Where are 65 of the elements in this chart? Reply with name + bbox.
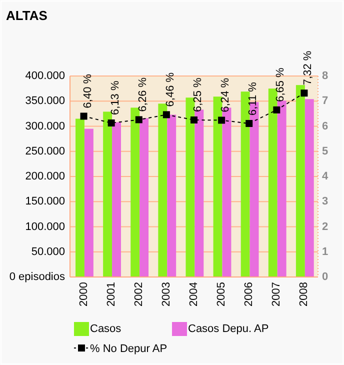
y2-tick-label: 2 bbox=[322, 220, 328, 233]
bar bbox=[268, 88, 278, 277]
data-label: 6,46 % bbox=[164, 72, 176, 107]
data-label: 6,65 % bbox=[274, 67, 287, 102]
point bbox=[135, 116, 142, 124]
y-tick-label: 150.000 bbox=[25, 196, 65, 208]
bar bbox=[76, 118, 84, 277]
bar bbox=[130, 108, 140, 277]
point bbox=[300, 90, 308, 97]
legend-label: Casos Depu. AP bbox=[188, 323, 269, 335]
y-tick-label: 50.000 bbox=[31, 246, 65, 258]
bar bbox=[277, 100, 286, 277]
point bbox=[273, 106, 280, 114]
x-tick-label: 2008 bbox=[298, 282, 310, 306]
data-label: 6,40 % bbox=[82, 74, 94, 108]
data-label: 6,11 % bbox=[247, 82, 260, 116]
bar bbox=[112, 122, 121, 277]
bar bbox=[194, 110, 204, 277]
x-tick-label: 2001 bbox=[105, 282, 118, 306]
y-tick-label: 400.000 bbox=[25, 70, 65, 82]
point bbox=[246, 120, 253, 127]
bar bbox=[186, 98, 195, 277]
y2-tick-label: 7 bbox=[322, 95, 328, 108]
bar bbox=[213, 96, 222, 277]
x-tick-label: 2000 bbox=[78, 282, 90, 306]
y2-tick-label: 8 bbox=[322, 70, 328, 82]
x-tick-label: 2006 bbox=[243, 282, 256, 306]
bar bbox=[167, 114, 176, 277]
bar bbox=[158, 104, 168, 277]
legend-label: Casos bbox=[90, 323, 122, 335]
bar bbox=[304, 99, 314, 277]
y2-tick-label: 0 bbox=[322, 271, 328, 283]
data-label: 7,32 % bbox=[302, 50, 314, 86]
point bbox=[108, 119, 115, 126]
point bbox=[218, 116, 226, 124]
bar bbox=[296, 85, 305, 277]
data-label: 6,13 % bbox=[109, 80, 122, 115]
bar bbox=[140, 118, 149, 277]
data-label: 6,25 % bbox=[192, 78, 204, 112]
point bbox=[80, 112, 88, 120]
data-label: 6,24 % bbox=[220, 78, 232, 112]
y-tick-label: 0 episodios bbox=[9, 271, 66, 283]
x-tick-label: 2007 bbox=[270, 282, 283, 306]
y-tick-label: 100.000 bbox=[25, 220, 65, 233]
chart-title: ALTAS bbox=[6, 8, 48, 23]
bar bbox=[103, 112, 112, 277]
x-tick-label: 2003 bbox=[160, 282, 172, 306]
bar bbox=[240, 92, 250, 277]
y2-tick-label: 1 bbox=[322, 246, 328, 258]
y-tick-label: 300.000 bbox=[25, 120, 65, 132]
y-tick-label: 350.000 bbox=[25, 95, 65, 108]
bar bbox=[84, 128, 94, 277]
y2-tick-label: 4 bbox=[322, 170, 329, 182]
x-tick-label: 2002 bbox=[132, 282, 145, 306]
x-tick-label: 2004 bbox=[188, 282, 200, 306]
y2-tick-label: 3 bbox=[322, 196, 328, 208]
legend-label: % No Depur AP bbox=[90, 343, 168, 355]
x-tick-label: 2005 bbox=[216, 282, 228, 306]
point bbox=[190, 116, 198, 124]
y-tick-label: 200.000 bbox=[25, 170, 65, 182]
point bbox=[162, 111, 170, 118]
y2-tick-label: 5 bbox=[322, 145, 328, 158]
data-label: 6,26 % bbox=[136, 77, 149, 112]
y-tick-label: 250.000 bbox=[25, 145, 65, 158]
y2-tick-label: 6 bbox=[322, 120, 328, 132]
